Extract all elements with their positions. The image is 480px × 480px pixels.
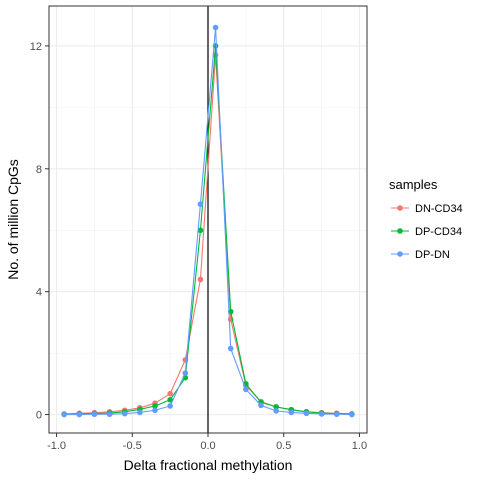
data-point-dp-cd34 — [197, 227, 204, 234]
legend-title: samples — [389, 177, 438, 192]
data-point-dp-dn — [76, 411, 83, 418]
data-point-dp-dn — [61, 411, 67, 418]
data-point-dp-cd34 — [152, 403, 158, 409]
legend-label: DP-CD34 — [415, 226, 462, 238]
legend-key-point — [397, 251, 403, 257]
legend-item-dp-dn: DP-DN — [391, 249, 450, 261]
x-axis: -1.0 -0.5 0.0 0.5 1.0 — [47, 433, 367, 452]
x-tick-label: -1.0 — [47, 440, 66, 452]
data-point-dp-dn — [243, 386, 249, 393]
legend-label: DP-DN — [415, 249, 450, 261]
data-point-dp-dn — [227, 345, 234, 352]
data-point-dp-dn — [197, 201, 204, 207]
data-point-dp-dn — [212, 24, 219, 31]
legend-item-dn-cd34: DN-CD34 — [391, 203, 463, 215]
data-point-dn-cd34 — [197, 276, 204, 283]
x-tick-label: 0.5 — [276, 440, 291, 452]
data-point-dp-dn — [137, 409, 143, 416]
data-point-dn-cd34 — [167, 390, 173, 397]
data-point-dp-dn — [152, 407, 158, 414]
y-axis: 0 4 8 12 — [30, 41, 49, 422]
data-point-dp-dn — [106, 411, 113, 418]
data-series — [61, 24, 355, 418]
data-point-dp-cd34 — [167, 397, 173, 403]
legend-label: DN-CD34 — [415, 203, 463, 215]
data-point-dp-dn — [121, 410, 128, 417]
legend-key-point — [397, 205, 403, 211]
data-point-dp-cd34 — [273, 404, 279, 410]
x-tick-label: -0.5 — [123, 440, 142, 452]
x-axis-title: Delta fractional methylation — [124, 457, 293, 473]
data-point-dp-dn — [258, 402, 264, 409]
legend-item-dp-cd34: DP-CD34 — [391, 226, 462, 238]
y-tick-label: 0 — [36, 410, 42, 422]
data-point-dp-dn — [273, 408, 279, 414]
data-point-dp-dn — [91, 411, 98, 418]
y-tick-label: 8 — [36, 164, 42, 176]
x-tick-label: 0.0 — [200, 440, 215, 452]
data-point-dp-dn — [318, 411, 325, 417]
x-tick-label: 1.0 — [352, 440, 367, 452]
y-tick-label: 4 — [36, 287, 42, 299]
data-point-dp-dn — [333, 411, 340, 418]
data-point-dp-dn — [349, 411, 355, 418]
series-dp-dn — [61, 24, 355, 418]
y-axis-title: No. of million CpGs — [5, 159, 21, 280]
legend-items: DN-CD34 DP-CD34 DP-DN — [391, 203, 463, 261]
data-point-dp-dn — [182, 370, 189, 376]
data-point-dp-dn — [303, 410, 310, 417]
legend: samples DN-CD34 DP-CD34 DP-DN — [389, 177, 463, 261]
data-point-dp-dn — [167, 403, 173, 409]
y-tick-label: 12 — [30, 41, 42, 53]
data-point-dp-dn — [288, 409, 295, 416]
legend-key-point — [397, 228, 403, 234]
